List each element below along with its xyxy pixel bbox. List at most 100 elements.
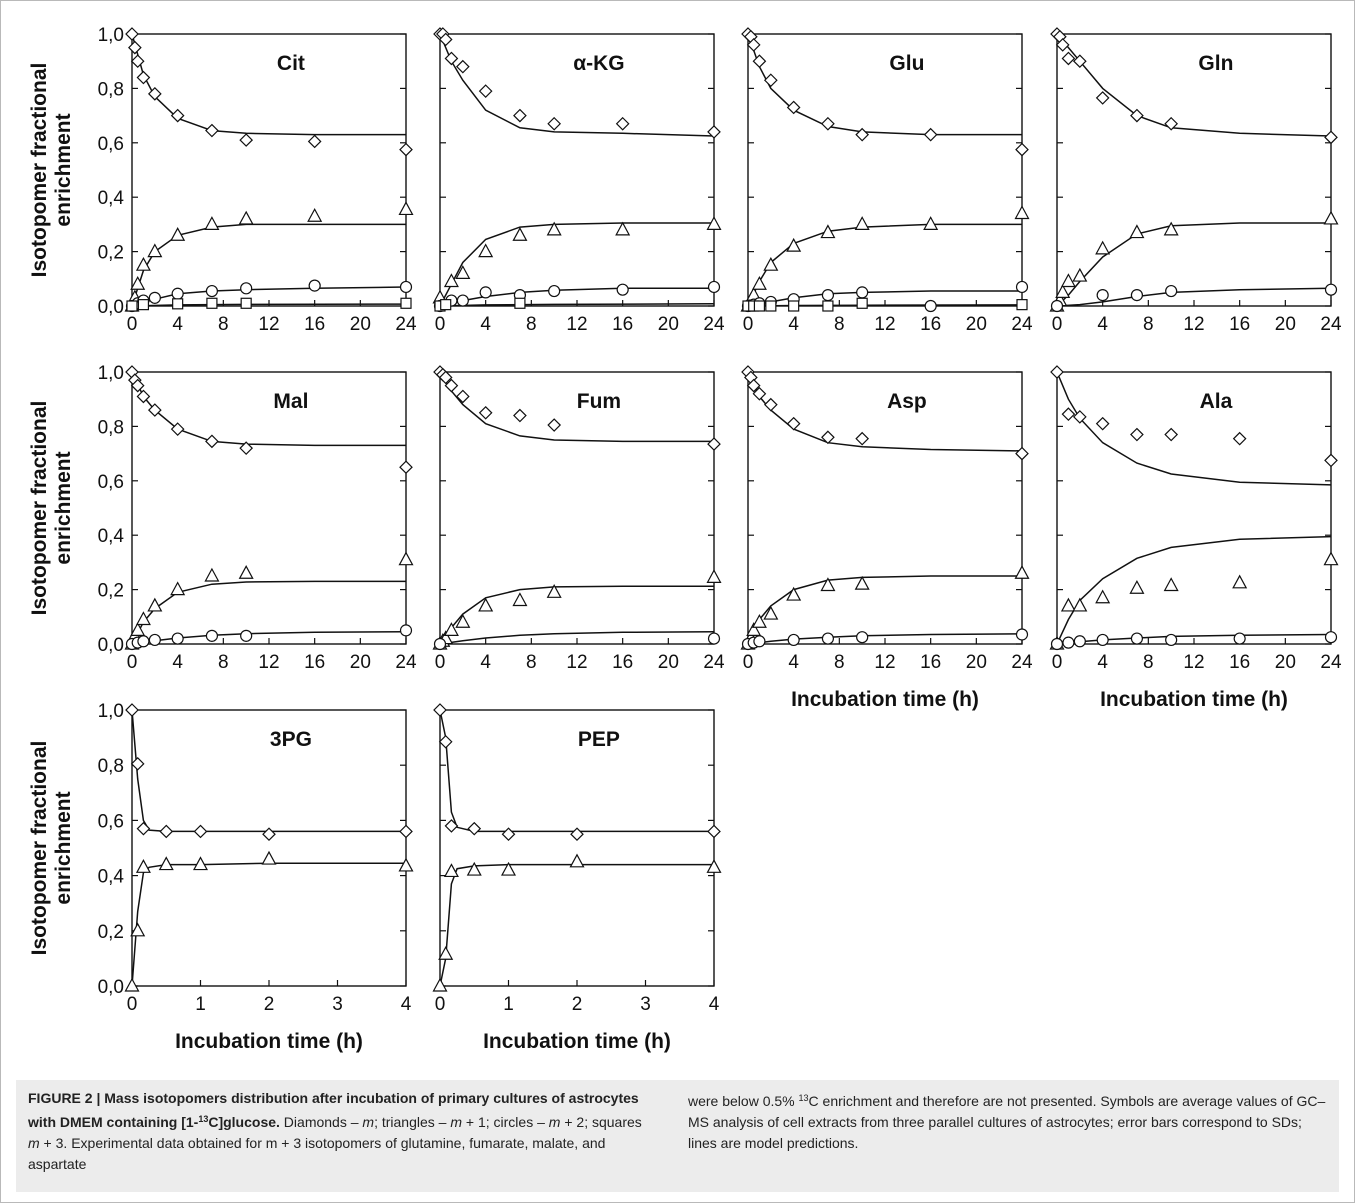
caption-title-superscript: 13 [198,1114,209,1124]
x-tick-label: 20 [658,314,679,335]
panel-pep-diamond-point [433,703,447,717]
x-axis-title: Incubation time (h) [791,688,979,711]
panel-cit-diamond-point [147,86,162,101]
panel-fum-model-line-2 [439,631,715,645]
panel-alpha-kg-circle-point [616,283,629,296]
panel-cit-triangle-point [147,243,163,258]
y-tick-label: 0,0 [98,635,124,656]
x-tick-label: 24 [395,652,417,673]
panel-alpha-kg-triangle-point [706,216,722,230]
x-tick-label: 3 [332,994,343,1015]
panel-mal-diamond-point [130,378,145,393]
panel-glu-model-line-1 [747,223,1022,307]
x-tick-label: 16 [1229,652,1250,673]
panel-pep-diamond-point [501,827,516,842]
panel-fum-triangle-point [546,584,562,598]
panel-alpha-kg-square-point [514,297,526,309]
panel-glu-diamond-point [786,100,801,115]
y-axis-title-line1: Isotopomer fractional [28,63,51,278]
panel-mal-diamond-point [170,422,185,436]
panel-asp-triangle-point [763,605,779,620]
y-axis-title-line1: Isotopomer fractional [28,401,51,616]
panel-gln-diamond-point [1324,130,1338,145]
y-tick-label: 0,8 [98,417,124,438]
panel-gln-triangle-point [1095,240,1111,255]
x-tick-label: 16 [612,652,633,673]
panel-gln-circle-point [1324,283,1338,296]
panel-mal-triangle-point [398,551,414,566]
panel-cit-diamond-point [128,40,142,55]
caption-text: C enrichment and therefore are not prese… [688,1093,1326,1151]
panel-glu-diamond-point [1015,142,1029,157]
x-tick-label: 0 [743,652,754,673]
panel-3pg-diamond-point [136,821,151,836]
panel-mal-circle-point [399,624,413,637]
y-tick-label: 0,6 [98,134,124,155]
panel-ala-triangle-point [1232,574,1248,589]
panel-3pg-diamond-point [193,824,208,839]
panel-3pg-diamond-point [399,824,413,839]
x-tick-label: 16 [304,652,325,673]
y-tick-label: 0,2 [98,243,124,264]
panel-cit-square-point [240,297,252,309]
panel-glu-triangle-point [854,216,870,230]
panel-mal-diamond-point [147,403,162,417]
panel-cit-square-point [172,298,184,310]
x-tick-label: 20 [350,314,371,335]
panel-asp-diamond-point [855,431,870,446]
panel-glu-triangle-point [763,256,779,271]
panel-cit-model-line-0 [131,33,406,136]
panel-asp-circle-point [821,632,835,645]
panel-asp-diamond-point [786,416,801,431]
x-tick-label: 24 [1011,314,1033,335]
panel-3pg-model-line-1 [131,862,406,987]
panel-ala-triangle-point [1163,577,1179,592]
panel-fum-diamond-point [513,408,527,423]
panel-3pg-triangle-point [135,859,151,873]
panel-asp-circle-point [856,631,869,644]
panel-gln-triangle-point [1060,273,1076,288]
panel-ala-title: Ala [1200,390,1233,413]
x-tick-label: 24 [1320,652,1342,673]
caption-text: Diamonds – [279,1114,363,1130]
x-tick-label: 8 [834,314,845,335]
y-tick-label: 0,2 [98,581,124,602]
panel-fum-diamond-point [707,437,721,451]
x-tick-label: 24 [1320,314,1342,335]
panel-fum-triangle-point [706,569,722,583]
panel-glu-diamond-point [923,127,938,142]
panel-asp-diamond-point [752,386,767,401]
y-axis-title-line1: Isotopomer fractional [28,741,51,956]
panel-ala-circle-point [1050,637,1064,651]
panel-alpha-kg-diamond-point [707,125,721,139]
x-tick-label: 12 [1183,652,1204,673]
panel-ala-model-line-0 [1056,371,1332,486]
panel-gln-diamond-point [1055,38,1070,52]
panel-ala-triangle-point [1129,579,1145,594]
panel-pep-triangle-point [466,861,482,876]
x-tick-label: 20 [966,652,987,673]
panel-cit-triangle-point [135,256,151,271]
y-tick-label: 0,6 [98,811,124,832]
panel-alpha-kg-triangle-point [615,221,631,236]
panel-gln-diamond-point [1072,54,1087,69]
panel-cit-circle-point [148,291,161,304]
panel-glu-circle-point [924,299,937,313]
panel-gln-frame [1056,33,1332,307]
panel-cit-circle-point [205,284,219,298]
x-tick-label: 12 [566,314,587,335]
panel-cit-diamond-point [136,70,151,85]
panel-gln-triangle-point [1055,284,1071,298]
panel-pep-diamond-point [444,819,459,833]
panel-ala-diamond-point [1324,453,1338,468]
y-axis-title: Isotopomer fractional enrichment [28,741,75,956]
panel-glu-square-point [753,300,766,312]
x-tick-label: 16 [304,314,325,335]
x-tick-label: 4 [480,652,491,673]
panel-mal-circle-point [148,633,161,647]
panel-gln-circle-point [1050,299,1064,313]
y-tick-label: 0,4 [98,526,125,547]
x-tick-label: 16 [920,314,941,335]
x-tick-label: 16 [612,314,633,335]
panel-mal-triangle-point [238,565,254,579]
